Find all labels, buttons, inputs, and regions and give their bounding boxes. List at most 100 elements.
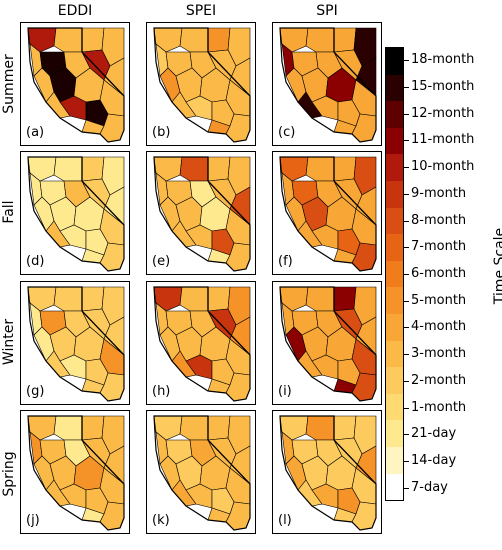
- state-border: [333, 416, 377, 485]
- row-title-winter: Winter: [1, 318, 17, 366]
- state-border: [207, 287, 251, 356]
- column-title-eddi: EDDI: [57, 3, 93, 19]
- colorbar-tick: [404, 301, 409, 302]
- colorbar-tick-label: 8-month: [411, 213, 467, 228]
- colorbar-segment: [386, 393, 403, 421]
- colorbar-tick-label: 18-month: [411, 52, 475, 67]
- state-border: [333, 157, 377, 226]
- climate-division: [53, 27, 83, 53]
- climate-division: [333, 156, 357, 182]
- colorbar-segment: [386, 287, 403, 314]
- climate-division: [179, 156, 209, 182]
- panel-label: (b): [152, 125, 171, 140]
- climate-division: [81, 415, 105, 441]
- map-panel-spring-spei: (k): [146, 410, 256, 534]
- colorbar-segment: [386, 127, 403, 155]
- colorbar-tick-label: 15-month: [411, 79, 475, 94]
- row-title-fall: Fall: [1, 200, 17, 224]
- column-title-spei: SPEI: [185, 3, 217, 19]
- colorbar: [385, 47, 404, 501]
- climate-division: [207, 415, 231, 441]
- map-svg: [20, 151, 130, 275]
- colorbar-tick-label: 21-day: [411, 426, 457, 441]
- colorbar-tick: [404, 274, 409, 275]
- climate-division: [305, 286, 335, 312]
- colorbar-segment: [386, 154, 403, 181]
- map-panel-fall-spi: (f): [272, 151, 382, 275]
- colorbar-tick-label: 4-month: [411, 319, 467, 334]
- map-panel-summer-eddi: (a): [20, 22, 130, 146]
- state-border: [81, 157, 125, 226]
- colorbar-tick: [404, 194, 409, 195]
- colorbar-segment: [386, 48, 403, 75]
- map-panel-spring-eddi: (j): [20, 410, 130, 534]
- climate-division: [305, 27, 335, 53]
- colorbar-tick-label: 9-month: [411, 186, 467, 201]
- map-svg: [20, 281, 130, 405]
- colorbar-tick: [404, 221, 409, 222]
- colorbar-tick-label: 5-month: [411, 293, 467, 308]
- colorbar-tick: [404, 247, 409, 248]
- climate-division: [53, 156, 83, 182]
- panel-label: (e): [152, 254, 171, 269]
- colorbar-segment: [386, 340, 403, 368]
- climate-division: [81, 286, 105, 312]
- colorbar-tick: [404, 327, 409, 328]
- state-border: [81, 28, 125, 97]
- colorbar-tick-label: 7-day: [411, 480, 448, 495]
- colorbar-tick: [404, 140, 409, 141]
- panel-label: (j): [26, 513, 40, 528]
- panel-label: (h): [152, 384, 171, 399]
- map-panel-winter-spi: (i): [272, 281, 382, 405]
- panel-label: (a): [26, 125, 45, 140]
- colorbar-segment: [386, 446, 403, 474]
- climate-division: [179, 286, 209, 312]
- map-svg: [272, 151, 382, 275]
- panel-label: (g): [26, 384, 45, 399]
- colorbar-tick-label: 10-month: [411, 159, 475, 174]
- state-border: [333, 28, 377, 97]
- row-title-spring: Spring: [1, 451, 17, 497]
- colorbar-title: Time Scale: [492, 227, 502, 305]
- state-border: [81, 287, 125, 356]
- colorbar-segment: [386, 234, 403, 261]
- climate-division: [333, 415, 357, 441]
- colorbar-tick: [404, 408, 409, 409]
- climate-division: [207, 156, 231, 182]
- map-panel-spring-spi: (l): [272, 410, 382, 534]
- climate-division: [179, 415, 209, 441]
- colorbar-tick-label: 14-day: [411, 453, 457, 468]
- colorbar-tick: [404, 488, 409, 489]
- colorbar-tick: [404, 87, 409, 88]
- panel-label: (d): [26, 254, 45, 269]
- colorbar-segment: [386, 367, 403, 394]
- map-panel-summer-spi: (c): [272, 22, 382, 146]
- map-svg: [272, 281, 382, 405]
- colorbar-tick: [404, 381, 409, 382]
- row-title-summer: Summer: [1, 54, 17, 114]
- colorbar-segment: [386, 313, 403, 341]
- map-panel-fall-spei: (e): [146, 151, 256, 275]
- map-panel-winter-spei: (h): [146, 281, 256, 405]
- colorbar-tick-label: 12-month: [411, 106, 475, 121]
- panel-label: (i): [278, 384, 292, 399]
- colorbar-tick: [404, 434, 409, 435]
- map-panel-winter-eddi: (g): [20, 281, 130, 405]
- map-svg: [146, 281, 256, 405]
- colorbar-tick: [404, 114, 409, 115]
- colorbar-segment: [386, 420, 403, 447]
- column-title-spi: SPI: [316, 3, 338, 19]
- climate-division: [333, 286, 357, 312]
- colorbar-tick-label: 6-month: [411, 266, 467, 281]
- climate-division: [53, 415, 83, 441]
- colorbar-segment: [386, 473, 403, 501]
- colorbar-segment: [386, 207, 403, 235]
- climate-division: [81, 27, 105, 53]
- colorbar-tick: [404, 60, 409, 61]
- climate-division: [207, 27, 231, 53]
- colorbar-segment: [386, 101, 403, 128]
- climate-division: [179, 27, 209, 53]
- climate-division: [333, 27, 357, 53]
- state-border: [81, 416, 125, 485]
- colorbar-tick-label: 2-month: [411, 373, 467, 388]
